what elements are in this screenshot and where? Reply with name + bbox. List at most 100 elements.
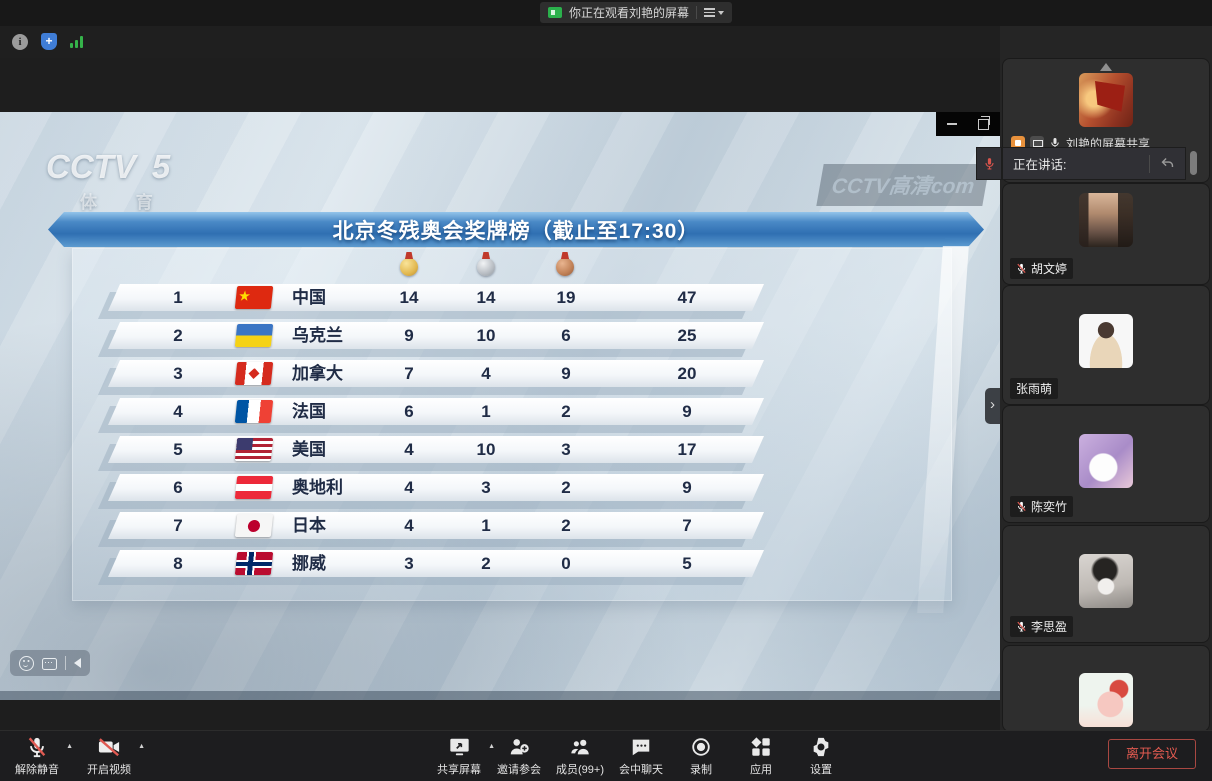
mic-muted-icon <box>1017 263 1026 274</box>
start-video-button[interactable]: 开启视频 ▲ <box>86 736 145 777</box>
share-screen-icon <box>449 738 469 756</box>
reply-arrow-icon[interactable] <box>1159 155 1176 172</box>
rank-cell: 8 <box>173 554 183 573</box>
gold-cell: 3 <box>404 554 414 573</box>
country-flag-icon <box>235 286 273 309</box>
top-bar: 你正在观看刘艳的屏幕 <box>0 0 1212 26</box>
table-row: 2 乌克兰 9 10 6 25 <box>108 322 764 349</box>
silver-cell: 10 <box>476 440 496 459</box>
gold-cell: 4 <box>404 440 414 459</box>
video-window-controls <box>936 112 1000 136</box>
record-button[interactable]: 录制 <box>678 736 724 777</box>
watching-notice: 你正在观看刘艳的屏幕 <box>540 2 733 23</box>
leave-meeting-button[interactable]: 离开会议 <box>1107 739 1196 769</box>
country-cell: 美国 <box>292 440 326 459</box>
participant-name: 李思盈 <box>1031 620 1068 634</box>
sidebar-scroll-up-icon[interactable] <box>1100 63 1112 71</box>
speaking-tooltip: 正在讲话: <box>1002 147 1186 180</box>
table-row: 6 奥地利 4 3 2 9 <box>108 474 764 501</box>
table-row: 3 加拿大 7 4 9 20 <box>108 360 764 387</box>
cctv5-logo: CCTV 5 体 育 <box>46 148 171 212</box>
rank-cell: 3 <box>173 364 183 383</box>
collapse-left-icon <box>74 658 81 668</box>
country-cell: 加拿大 <box>292 364 343 383</box>
mic-muted-icon <box>1017 621 1026 632</box>
network-signal-icon <box>70 35 83 48</box>
rank-cell: 2 <box>173 326 183 345</box>
bronze-cell: 3 <box>561 440 571 459</box>
settings-button[interactable]: 设置 <box>798 736 844 777</box>
country-flag-icon <box>235 438 273 461</box>
participant-avatar <box>1079 314 1133 368</box>
participant-tile[interactable]: 胡文婷 <box>1002 183 1210 285</box>
table-row: 7 日本 4 1 2 7 <box>108 512 764 539</box>
video-options-caret[interactable]: ▲ <box>138 743 145 750</box>
total-cell: 9 <box>682 402 692 421</box>
notice-menu-icon[interactable] <box>704 8 725 17</box>
bronze-medal-icon <box>556 258 574 276</box>
invite-button[interactable]: 邀请参会 <box>496 736 542 777</box>
broadcast-controls-pill <box>10 650 90 676</box>
shared-screen-video: CCTV 5 体 育 CCTV高清com 北京冬残奥会奖牌榜（截止至17:30） … <box>0 112 1000 700</box>
apps-button[interactable]: 应用 <box>738 736 784 777</box>
speaking-label: 正在讲话: <box>1013 158 1067 172</box>
table-row: 1 中国 14 14 19 47 <box>108 284 764 311</box>
members-button[interactable]: 成员(99+) <box>556 736 604 777</box>
participant-avatar <box>1079 554 1133 608</box>
participant-tile[interactable]: 李思盈 <box>1002 525 1210 643</box>
country-cell: 日本 <box>292 516 326 535</box>
medal-table-rows: 1 中国 14 14 19 47 2 乌克兰 9 10 6 2 <box>108 284 764 588</box>
bronze-cell: 19 <box>556 288 576 307</box>
emoji-icon <box>19 655 34 671</box>
mute-options-caret[interactable]: ▲ <box>66 743 73 750</box>
gold-medal-icon <box>400 258 418 276</box>
participant-name: 陈奕竹 <box>1031 500 1068 514</box>
chat-button[interactable]: 会中聊天 <box>618 736 664 777</box>
total-cell: 20 <box>677 364 697 383</box>
meeting-info-icon[interactable]: i <box>12 33 28 50</box>
apps-grid-icon <box>751 737 770 756</box>
rank-cell: 7 <box>173 516 183 535</box>
record-icon <box>692 738 710 756</box>
country-flag-icon <box>235 476 273 499</box>
participant-tile[interactable] <box>1002 645 1210 732</box>
gold-cell: 4 <box>404 478 414 497</box>
gold-cell: 7 <box>404 364 414 383</box>
gear-icon <box>813 737 829 757</box>
country-flag-icon <box>235 400 273 423</box>
rank-cell: 1 <box>173 288 183 307</box>
sidebar-scrollbar[interactable] <box>1190 151 1197 175</box>
mic-red-icon <box>984 158 994 170</box>
share-screen-button[interactable]: 共享屏幕 ▲ <box>436 736 495 777</box>
rank-cell: 6 <box>173 478 183 497</box>
total-cell: 25 <box>677 326 697 345</box>
sidebar-collapse-handle[interactable]: › <box>985 388 1000 424</box>
country-cell: 挪威 <box>292 554 326 573</box>
bronze-cell: 2 <box>561 478 571 497</box>
sharer-mic-indicator <box>976 147 1002 180</box>
participant-tile[interactable]: 张雨萌 <box>1002 285 1210 405</box>
country-flag-icon <box>235 362 273 385</box>
table-row: 8 挪威 3 2 0 5 <box>108 550 764 577</box>
participant-avatar <box>1079 673 1133 727</box>
share-options-caret[interactable]: ▲ <box>488 743 495 750</box>
bronze-cell: 6 <box>561 326 571 345</box>
silver-cell: 1 <box>481 516 491 535</box>
total-cell: 9 <box>682 478 692 497</box>
gold-cell: 14 <box>399 288 419 307</box>
silver-cell: 14 <box>476 288 496 307</box>
bronze-cell: 9 <box>561 364 571 383</box>
meeting-toolbar <box>0 730 1212 781</box>
country-flag-icon <box>235 552 273 575</box>
participant-tile[interactable]: 陈奕竹 <box>1002 405 1210 523</box>
divider <box>696 6 698 19</box>
table-row: 5 美国 4 10 3 17 <box>108 436 764 463</box>
gold-cell: 9 <box>404 326 414 345</box>
security-shield-icon[interactable] <box>41 33 57 50</box>
cctv-watermark: CCTV高清com <box>816 164 990 206</box>
total-cell: 47 <box>677 288 697 307</box>
mic-muted-icon <box>28 737 46 758</box>
unmute-button[interactable]: 解除静音 ▲ <box>14 736 73 777</box>
bronze-cell: 0 <box>561 554 571 573</box>
country-cell: 中国 <box>292 288 326 307</box>
